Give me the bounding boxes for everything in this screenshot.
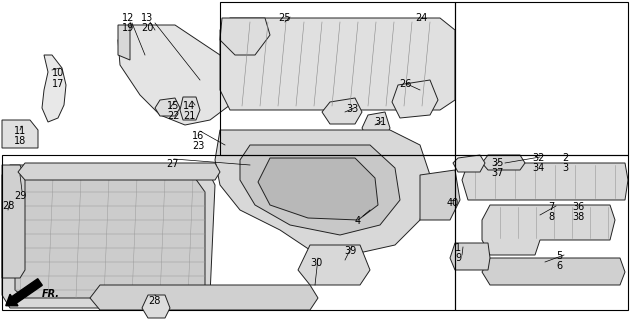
Text: 6: 6 bbox=[556, 261, 562, 271]
FancyArrow shape bbox=[6, 279, 42, 306]
Text: 18: 18 bbox=[14, 136, 27, 146]
Polygon shape bbox=[450, 243, 490, 270]
Text: 7: 7 bbox=[548, 202, 554, 212]
Polygon shape bbox=[15, 178, 205, 298]
Polygon shape bbox=[220, 18, 455, 110]
Text: 14: 14 bbox=[183, 101, 195, 111]
Text: 21: 21 bbox=[183, 111, 196, 121]
Polygon shape bbox=[362, 112, 390, 140]
Polygon shape bbox=[2, 165, 215, 308]
Polygon shape bbox=[258, 158, 378, 220]
Text: 20: 20 bbox=[141, 23, 153, 33]
Text: 24: 24 bbox=[415, 13, 427, 23]
Text: 23: 23 bbox=[192, 141, 204, 151]
Text: 5: 5 bbox=[556, 251, 562, 261]
Polygon shape bbox=[155, 98, 180, 116]
Text: 22: 22 bbox=[167, 111, 179, 121]
Text: 26: 26 bbox=[399, 79, 411, 89]
Bar bbox=[2, 155, 455, 310]
Polygon shape bbox=[142, 295, 170, 318]
Text: 31: 31 bbox=[374, 117, 386, 127]
Text: 33: 33 bbox=[346, 104, 358, 114]
Text: 12: 12 bbox=[122, 13, 134, 23]
Text: 4: 4 bbox=[355, 216, 361, 226]
Polygon shape bbox=[392, 80, 438, 118]
Text: 8: 8 bbox=[548, 212, 554, 222]
Polygon shape bbox=[118, 25, 130, 60]
Polygon shape bbox=[453, 155, 485, 172]
Polygon shape bbox=[298, 245, 370, 285]
Text: 19: 19 bbox=[122, 23, 134, 33]
Text: 1: 1 bbox=[455, 243, 461, 253]
Text: 32: 32 bbox=[532, 153, 545, 163]
Text: 16: 16 bbox=[192, 131, 204, 141]
Polygon shape bbox=[2, 165, 25, 278]
Polygon shape bbox=[420, 170, 460, 220]
Polygon shape bbox=[90, 285, 318, 310]
Text: 39: 39 bbox=[344, 246, 357, 256]
Text: 2: 2 bbox=[562, 153, 569, 163]
Text: 29: 29 bbox=[14, 191, 27, 201]
Text: FR.: FR. bbox=[42, 289, 60, 299]
Text: 35: 35 bbox=[491, 158, 504, 168]
Text: 40: 40 bbox=[447, 198, 459, 208]
Text: 15: 15 bbox=[167, 101, 179, 111]
Text: 17: 17 bbox=[52, 79, 64, 89]
Text: 37: 37 bbox=[491, 168, 504, 178]
Text: 9: 9 bbox=[455, 253, 461, 263]
Polygon shape bbox=[220, 18, 270, 55]
Polygon shape bbox=[215, 130, 430, 255]
Bar bbox=[220, 2, 455, 155]
Text: 28: 28 bbox=[148, 296, 160, 306]
Bar bbox=[455, 2, 628, 155]
Polygon shape bbox=[482, 258, 625, 285]
Text: 36: 36 bbox=[572, 202, 584, 212]
Polygon shape bbox=[2, 120, 38, 148]
Text: 10: 10 bbox=[52, 68, 64, 78]
Polygon shape bbox=[18, 163, 220, 180]
Text: 25: 25 bbox=[278, 13, 290, 23]
Polygon shape bbox=[462, 163, 628, 200]
Text: 3: 3 bbox=[562, 163, 568, 173]
Text: 13: 13 bbox=[141, 13, 153, 23]
Text: 30: 30 bbox=[310, 258, 322, 268]
Polygon shape bbox=[42, 55, 66, 122]
Text: 38: 38 bbox=[572, 212, 584, 222]
Polygon shape bbox=[118, 25, 235, 125]
Text: 28: 28 bbox=[2, 201, 15, 211]
Polygon shape bbox=[482, 205, 615, 255]
Polygon shape bbox=[482, 155, 525, 170]
Polygon shape bbox=[240, 145, 400, 235]
Polygon shape bbox=[322, 98, 362, 124]
Text: 11: 11 bbox=[14, 126, 27, 136]
Text: 34: 34 bbox=[532, 163, 545, 173]
Bar bbox=[455, 155, 628, 310]
Text: 27: 27 bbox=[166, 159, 179, 169]
Polygon shape bbox=[180, 97, 200, 120]
